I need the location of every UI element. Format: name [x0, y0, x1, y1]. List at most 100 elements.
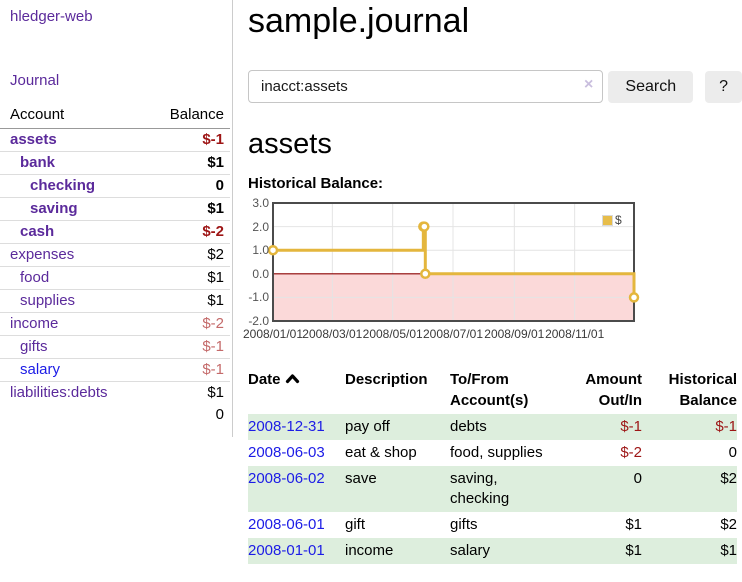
page-title: sample.journal: [248, 2, 470, 40]
account-row: saving $1: [0, 197, 230, 221]
chart-legend: $: [602, 213, 622, 227]
register-col-description: Description: [345, 371, 428, 388]
register-amount: $-1: [620, 418, 642, 435]
register-accounts: salary: [450, 542, 491, 559]
main-content: sample.journal × Search ? assets Histori…: [243, 0, 742, 564]
account-row: liabilities:debts $1: [0, 381, 230, 404]
register-col-amount: Amount Out/In: [585, 371, 642, 409]
register-col-date[interactable]: Date: [248, 366, 345, 414]
account-row: cash $-2: [0, 220, 230, 244]
account-row: gifts $-1: [0, 335, 230, 359]
y-axis-tick-label: 3.0: [252, 196, 269, 210]
account-balance: $1: [139, 289, 230, 313]
account-row: salary $-1: [0, 358, 230, 382]
y-axis-tick-label: 1.0: [252, 243, 269, 258]
y-axis-tick-label: 0.0: [252, 266, 269, 281]
account-row: bank $1: [0, 151, 230, 175]
account-link[interactable]: saving: [30, 200, 78, 217]
balance-chart: $ 3.0 2.0 1.0 0.0 -1.0 -2.0 2008/01/01 2008/03/…: [243, 196, 645, 347]
account-link[interactable]: salary: [20, 361, 61, 378]
register-date-link[interactable]: 2008-12-31: [248, 418, 325, 435]
search-input[interactable]: [248, 70, 604, 103]
account-balance: 0: [139, 174, 230, 198]
account-row: income $-2: [0, 312, 230, 336]
account-balance: $1: [139, 197, 230, 221]
register-accounts: gifts: [450, 516, 478, 533]
accounts-col-balance: Balance: [139, 103, 230, 129]
account-link[interactable]: food: [20, 269, 50, 286]
register-date-link[interactable]: 2008-01-01: [248, 542, 325, 559]
account-balance: $2: [139, 243, 230, 267]
accounts-table-body: assets $-1 bank $1 checking 0 saving $1 …: [0, 129, 230, 404]
register-row[interactable]: 2008-12-31 pay off debts $-1 $-1: [248, 414, 737, 440]
account-row: checking 0: [0, 174, 230, 198]
account-link[interactable]: bank: [20, 154, 56, 171]
account-row: supplies $1: [0, 289, 230, 313]
register-date-link[interactable]: 2008-06-02: [248, 470, 325, 487]
clear-search-icon[interactable]: ×: [584, 76, 594, 93]
legend-label: $: [615, 213, 622, 227]
legend-swatch-icon: [602, 214, 613, 226]
accounts-col-account: Account: [0, 103, 140, 129]
register-balance: 0: [728, 444, 737, 461]
register-amount: $1: [625, 516, 642, 533]
register-date-link[interactable]: 2008-06-03: [248, 444, 325, 461]
accounts-header-row: Account Balance: [0, 103, 230, 129]
register-description: gift: [345, 516, 366, 533]
account-link[interactable]: liabilities:debts: [10, 384, 108, 401]
account-link[interactable]: income: [10, 315, 59, 332]
search-form: × Search ?: [248, 70, 742, 103]
register-col-balance: Historical Balance: [668, 371, 737, 409]
account-balance: $1: [139, 266, 230, 290]
register-body: 2008-12-31 pay off debts $-1 $-1 2008-06…: [248, 414, 737, 564]
x-axis-tick-label: 2008/05/01: [362, 327, 423, 341]
account-balance: $-1: [139, 335, 230, 359]
register-header-row: Date Description To/From Account(s) Amou…: [248, 366, 737, 414]
account-balance: $1: [139, 381, 230, 404]
register-balance: $2: [720, 516, 737, 533]
account-link[interactable]: expenses: [10, 246, 75, 263]
account-link[interactable]: assets: [10, 131, 57, 148]
register-date-link[interactable]: 2008-06-01: [248, 516, 325, 533]
account-balance: $-1: [202, 131, 224, 148]
sidebar-item-journal[interactable]: Journal: [10, 72, 60, 89]
account-row: food $1: [0, 266, 230, 290]
register-description: income: [345, 542, 394, 559]
account-heading: assets: [248, 128, 332, 160]
register-row[interactable]: 2008-01-01 income salary $1 $1: [248, 538, 737, 564]
register-accounts: debts: [450, 418, 487, 435]
register-balance: $1: [720, 542, 737, 559]
sort-ascending-icon: [285, 369, 300, 390]
register-description: pay off: [345, 418, 390, 435]
register-row[interactable]: 2008-06-02 save saving, checking 0 $2: [248, 466, 737, 512]
register-row[interactable]: 2008-06-03 eat & shop food, supplies $-2…: [248, 440, 737, 466]
account-link[interactable]: cash: [20, 223, 55, 240]
y-axis-tick-label: 2.0: [252, 219, 269, 234]
register-description: save: [345, 470, 377, 487]
accounts-table: Account Balance assets $-1 bank $1 check…: [0, 103, 230, 426]
account-link[interactable]: supplies: [20, 292, 76, 309]
register-description: eat & shop: [345, 444, 417, 461]
register-col-accounts: To/From Account(s): [450, 371, 529, 409]
register-row[interactable]: 2008-06-01 gift gifts $1 $2: [248, 512, 737, 538]
account-link[interactable]: checking: [30, 177, 96, 194]
balance-chart-svg: [267, 202, 640, 322]
sidebar: hledger-web Journal Account Balance asse…: [0, 0, 233, 437]
register-amount: 0: [633, 470, 642, 487]
register-balance: $-1: [715, 418, 737, 435]
search-button[interactable]: Search: [608, 70, 694, 103]
account-row: assets $-1: [0, 129, 230, 152]
app-title-link[interactable]: hledger-web: [10, 8, 93, 25]
account-link[interactable]: gifts: [20, 338, 48, 355]
register-table: Date Description To/From Account(s) Amou…: [248, 366, 737, 564]
account-balance: $-2: [139, 220, 230, 244]
help-button[interactable]: ?: [705, 70, 742, 103]
register-accounts: food, supplies: [450, 444, 543, 461]
search-box: ×: [248, 70, 604, 103]
register-balance: $2: [720, 470, 737, 487]
account-row: expenses $2: [0, 243, 230, 267]
x-axis-tick-label: 2008/11/01: [545, 327, 605, 341]
x-axis-tick-label: 2008/09/01: [484, 327, 545, 341]
account-balance: $-2: [139, 312, 230, 336]
register-amount: $-2: [620, 444, 642, 461]
